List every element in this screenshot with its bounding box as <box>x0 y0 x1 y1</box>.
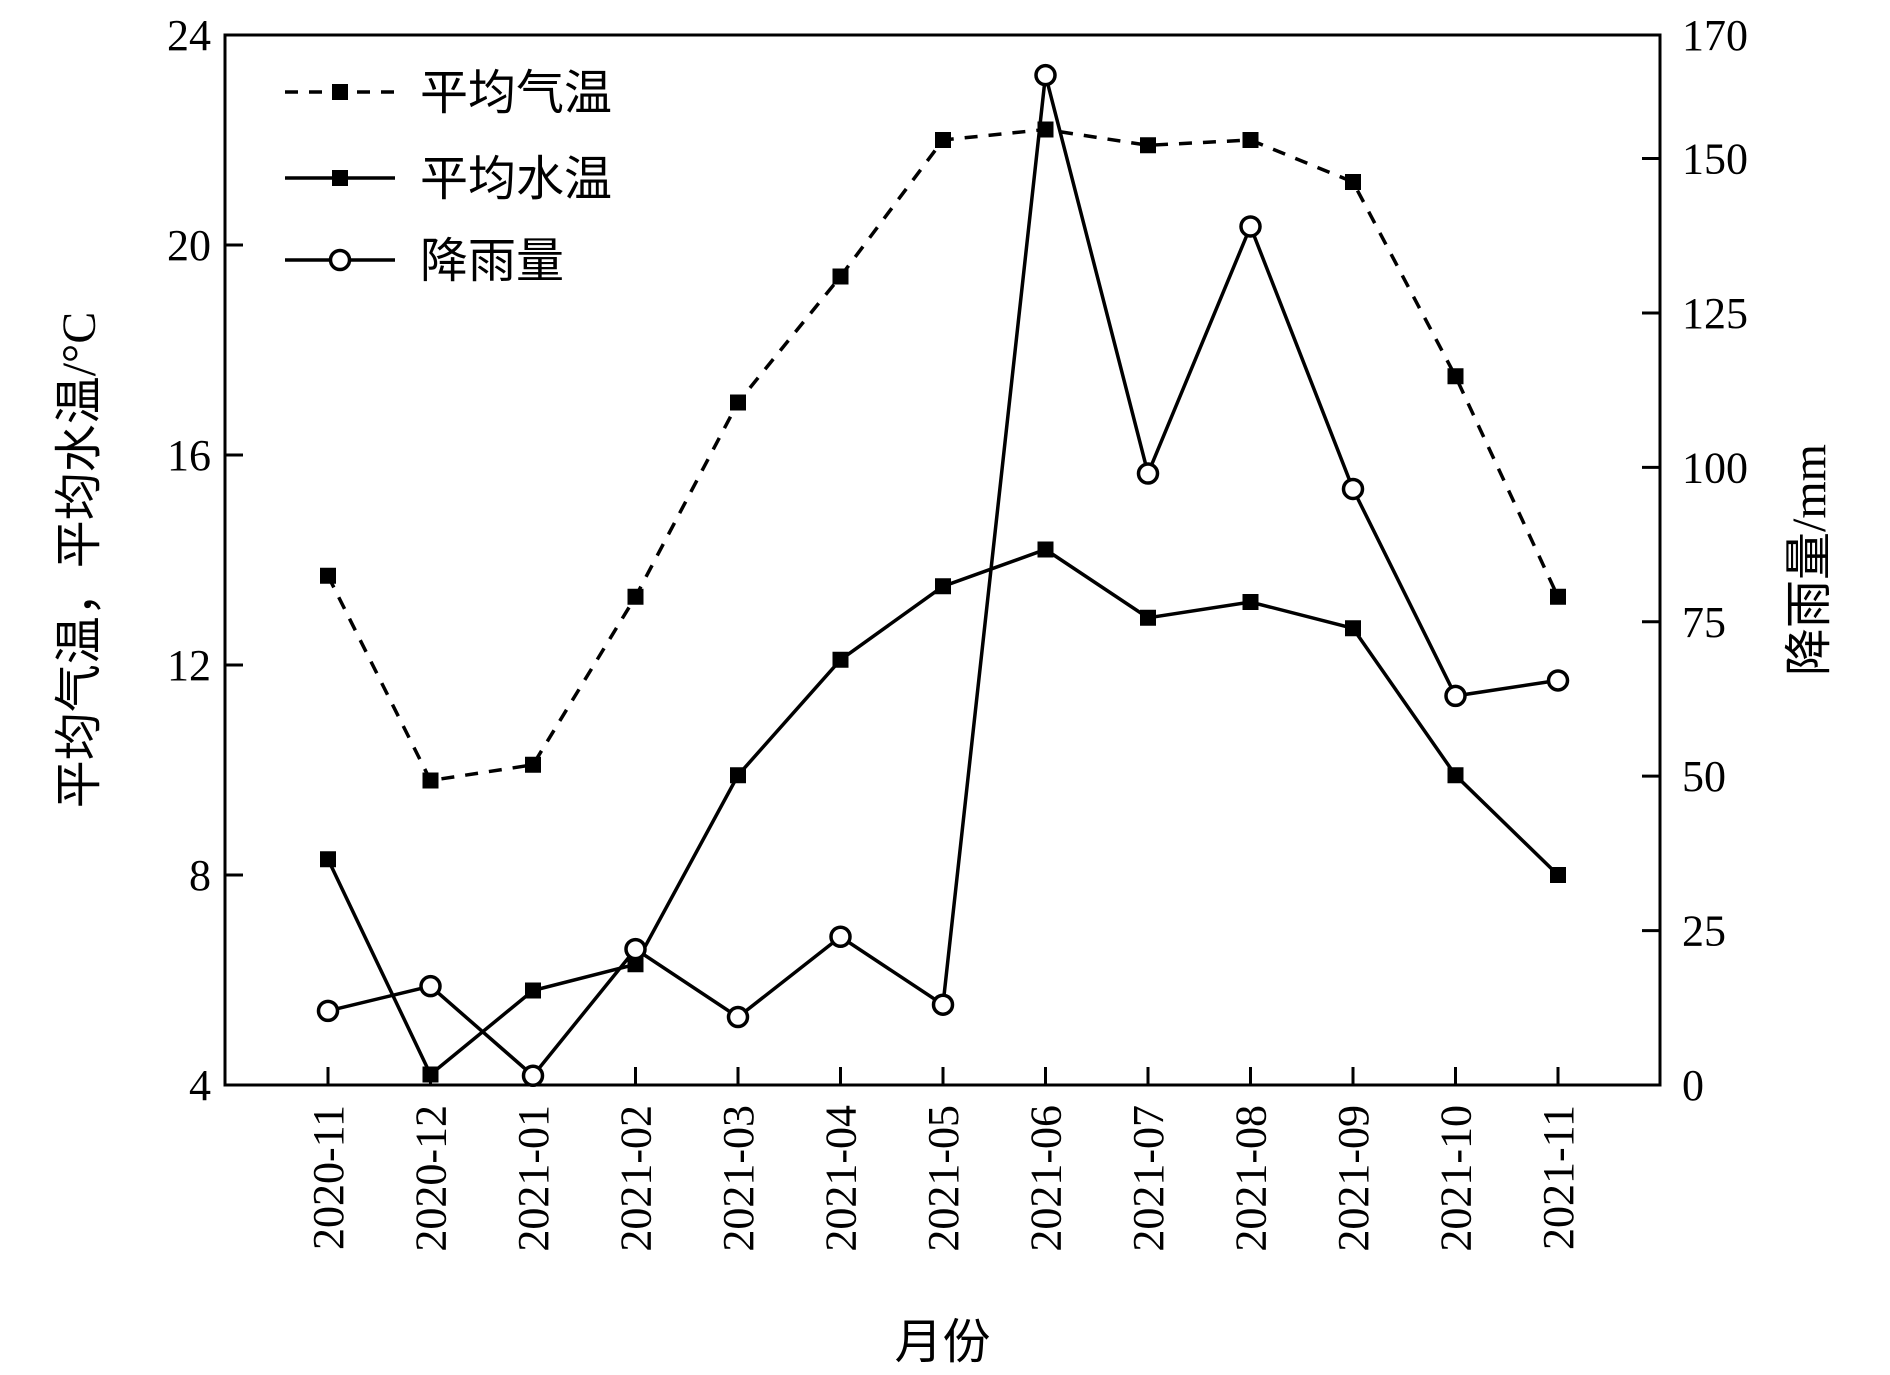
series-1-point <box>730 767 746 784</box>
series-1-point <box>422 1066 439 1083</box>
series-2-point <box>521 1064 545 1087</box>
series-0-point <box>525 756 541 773</box>
series-1-point <box>1140 609 1156 626</box>
legend-marker-0 <box>332 84 348 100</box>
series-line-0 <box>326 127 1560 783</box>
series-2-point <box>1136 462 1160 485</box>
series-2-point <box>829 925 852 949</box>
series-0-point <box>1550 588 1566 605</box>
x-tick-label: 2021-08 <box>1227 1105 1276 1252</box>
right-tick-label: 75 <box>1682 598 1726 647</box>
series-0-point <box>422 772 439 789</box>
right-tick-label: 150 <box>1682 135 1748 184</box>
legend-label-2: 降雨量 <box>420 235 564 288</box>
series-0-point <box>1447 368 1464 385</box>
series-line-2 <box>327 74 1559 1079</box>
series-1-point <box>832 651 849 668</box>
left-tick-label: 24 <box>167 11 211 60</box>
x-tick-label: 2021-04 <box>817 1105 866 1252</box>
right-tick-label: 50 <box>1682 752 1726 801</box>
x-tick-label: 2021-03 <box>714 1105 763 1252</box>
legend-label-0: 平均气温 <box>420 67 612 120</box>
x-tick-label: 2021-11 <box>1534 1105 1583 1250</box>
series-2-point <box>1546 669 1570 692</box>
left-tick-label: 20 <box>167 221 211 270</box>
series-0-point <box>935 132 951 148</box>
x-tick-label: 2021-10 <box>1432 1105 1481 1252</box>
x-tick-label: 2020-12 <box>407 1105 456 1252</box>
series-2-point <box>1034 63 1057 87</box>
x-tick-label: 2021-01 <box>509 1105 558 1252</box>
series-0-point <box>1140 137 1156 154</box>
series-0-point <box>320 567 336 584</box>
series-1-point <box>1447 767 1464 784</box>
legend-marker-2 <box>328 248 352 272</box>
series-1-point <box>1037 541 1054 558</box>
legend-marker-1 <box>332 170 348 186</box>
series-2-point <box>726 1005 750 1029</box>
series-2-point <box>1444 684 1467 708</box>
right-tick-label: 125 <box>1682 289 1748 338</box>
series-0-point <box>832 268 849 285</box>
x-axis-title: 月份 <box>894 1316 990 1369</box>
x-tick-label: 2021-05 <box>919 1105 968 1252</box>
series-0-point <box>730 394 746 411</box>
x-tick-label: 2021-07 <box>1124 1105 1173 1252</box>
left-axis-title: 平均气温，平均水温/°C <box>53 312 106 809</box>
series-0-point <box>1345 174 1361 190</box>
x-tick-label: 2021-06 <box>1022 1105 1071 1252</box>
right-axis-title: 降雨量/mm <box>1783 444 1836 676</box>
left-tick-label: 12 <box>167 641 211 690</box>
series-2-point <box>931 993 955 1016</box>
x-tick-label: 2021-02 <box>612 1105 661 1252</box>
series-1-point <box>1550 867 1566 883</box>
series-1-point <box>1345 620 1361 637</box>
series-2-point <box>1341 477 1365 501</box>
right-tick-label: 0 <box>1682 1061 1704 1110</box>
series-1-point <box>935 578 951 595</box>
series-1-point <box>525 982 541 999</box>
series-0-point <box>1242 132 1259 148</box>
series-2-point <box>624 937 647 961</box>
series-2-point <box>419 974 442 998</box>
series-1-point <box>320 851 336 868</box>
right-tick-label: 170 <box>1682 11 1748 60</box>
x-tick-label: 2021-09 <box>1329 1105 1378 1252</box>
right-tick-label: 100 <box>1682 443 1748 492</box>
series-1-point <box>1242 594 1259 610</box>
series-1-point <box>627 956 644 973</box>
left-tick-label: 8 <box>189 851 211 900</box>
series-2-point <box>1239 215 1262 238</box>
series-2-point <box>316 999 340 1023</box>
left-tick-label: 16 <box>167 431 211 480</box>
x-tick-label: 2020-11 <box>304 1105 353 1250</box>
legend-label-1: 平均水温 <box>420 153 612 206</box>
right-tick-label: 25 <box>1682 907 1726 956</box>
series-0-point <box>627 588 644 605</box>
left-tick-label: 4 <box>189 1061 211 1110</box>
